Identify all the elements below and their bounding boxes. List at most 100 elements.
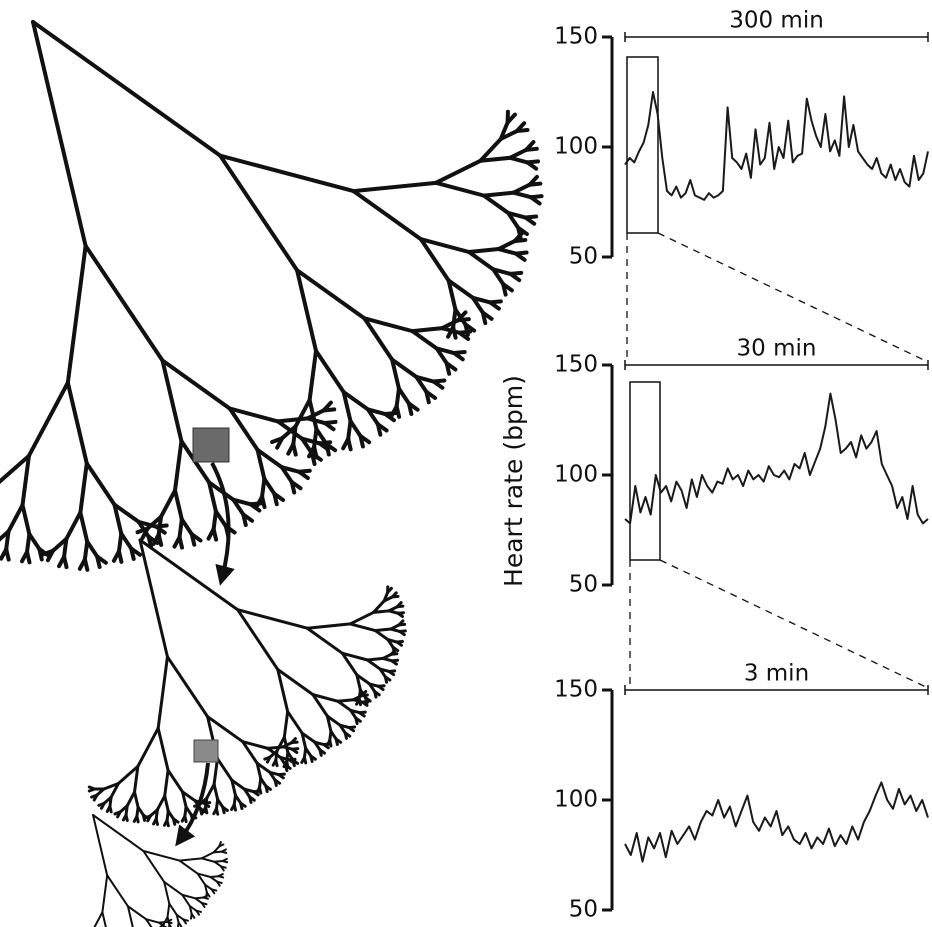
tree-branch xyxy=(195,909,201,916)
tree-branch xyxy=(218,153,356,194)
tree-branch xyxy=(289,480,297,495)
tree-branch xyxy=(142,850,181,862)
zoom-square xyxy=(192,427,230,463)
tree-branch xyxy=(126,905,148,921)
tree-branch xyxy=(275,416,310,424)
tree-branch xyxy=(300,731,308,750)
tree-branch xyxy=(181,893,191,908)
tree-branch xyxy=(102,795,113,805)
tree-branch xyxy=(97,801,106,807)
tree-branch xyxy=(498,129,519,141)
tree-branch xyxy=(325,714,333,733)
tree-branch xyxy=(90,793,99,799)
tree-branch xyxy=(0,547,9,561)
tree-branch xyxy=(206,715,245,744)
tree-branch xyxy=(322,743,330,750)
tree-branch xyxy=(286,710,304,735)
tree-branch xyxy=(204,883,208,894)
tree-branch xyxy=(37,546,44,562)
tree-branch xyxy=(171,817,177,826)
tree-branch xyxy=(525,160,539,171)
tree-branch xyxy=(105,804,112,813)
tree-branch xyxy=(305,622,352,630)
tree-branch xyxy=(82,539,90,562)
y-tick-label: 50 xyxy=(569,897,598,923)
tree-branch xyxy=(145,918,161,924)
tree-branch xyxy=(434,346,449,366)
y-tick-label: 150 xyxy=(554,24,598,50)
tree-branch xyxy=(25,532,32,554)
tree-group xyxy=(0,20,544,927)
y-tick-label: 50 xyxy=(569,244,598,270)
span-label: 3 min xyxy=(744,661,809,687)
tree-branch xyxy=(373,690,378,699)
tree-branch xyxy=(488,300,501,311)
tree-branch xyxy=(527,181,543,187)
tree-branch xyxy=(523,215,537,226)
tree-branch xyxy=(360,693,369,698)
tree-branch xyxy=(457,330,471,341)
tree-branch xyxy=(371,609,391,614)
tree-branch xyxy=(20,503,32,537)
tree-branch xyxy=(358,433,365,449)
tree-branch xyxy=(172,535,182,549)
tree-branch xyxy=(177,517,184,540)
tree-branch xyxy=(95,554,102,569)
tree-branch xyxy=(64,510,83,541)
tree-branch xyxy=(389,627,402,633)
tree-branch xyxy=(321,407,337,413)
tree-branch xyxy=(200,851,215,860)
tree-branch xyxy=(302,746,308,759)
tree-branch xyxy=(166,902,171,918)
tree-branch xyxy=(358,711,366,718)
tree-branch xyxy=(132,814,139,823)
dashed-line xyxy=(659,559,929,689)
tree-branch xyxy=(26,380,70,458)
zoom-arrow xyxy=(210,462,235,586)
tree-branch xyxy=(209,875,219,883)
tree-branch xyxy=(180,790,197,803)
tree-branch xyxy=(20,453,31,508)
tree-branch xyxy=(365,658,382,671)
tree-branch xyxy=(109,781,120,799)
tree-branch xyxy=(377,684,385,692)
tree-branch xyxy=(202,896,209,900)
tree-branch xyxy=(271,758,278,767)
tree-branch xyxy=(77,557,87,571)
tree-branch xyxy=(286,442,296,456)
tree-branch xyxy=(307,348,319,403)
tree-branch xyxy=(214,798,220,811)
tree-branch xyxy=(351,189,423,242)
tree-branch xyxy=(205,782,216,800)
tree-branch xyxy=(101,911,107,927)
tree-branch xyxy=(135,805,140,818)
tree-branch xyxy=(31,20,223,158)
tree-branch xyxy=(6,503,25,534)
tree-branch xyxy=(354,716,359,726)
tree-branch xyxy=(196,872,212,878)
tree-branch xyxy=(300,755,306,764)
zoom-square xyxy=(193,739,219,763)
tree-branch xyxy=(277,773,285,780)
tree-branch xyxy=(410,329,439,351)
tree-branch xyxy=(220,850,228,854)
tree-branch xyxy=(212,850,223,854)
tree-branch xyxy=(348,622,377,633)
tree-branch xyxy=(390,594,400,599)
tree-branch xyxy=(295,268,319,353)
tree-branch xyxy=(168,923,171,927)
tree-branch xyxy=(255,761,272,774)
tree-branch xyxy=(410,326,445,334)
tree-branch xyxy=(386,586,393,594)
tree-branch xyxy=(290,740,299,745)
tree-branch xyxy=(145,918,153,927)
tree-branch xyxy=(528,195,542,206)
tree-branch xyxy=(194,897,203,904)
tree-branch xyxy=(230,778,247,791)
y-tick-label: 100 xyxy=(554,134,598,160)
tree-branch xyxy=(232,793,237,807)
tree-branch xyxy=(212,782,220,802)
tree-branch xyxy=(293,398,312,429)
tree-branch xyxy=(227,406,280,424)
